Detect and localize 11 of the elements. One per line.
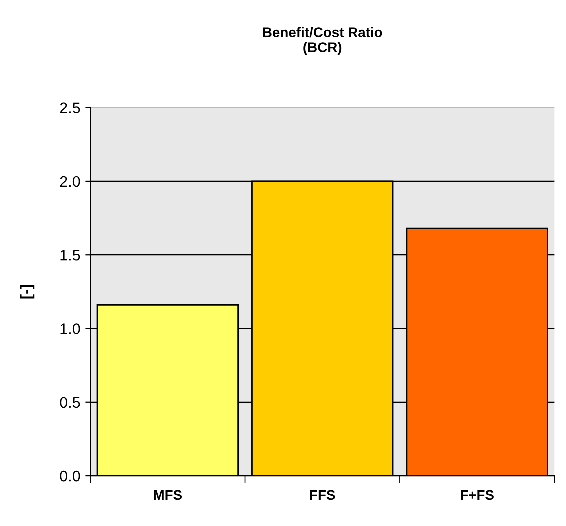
y-tick-label: 1.5 [60, 250, 80, 261]
x-tick-label: FFS [310, 490, 336, 500]
y-tick-label: 2.0 [60, 176, 80, 188]
x-tick-label: F+FS [461, 490, 494, 500]
x-tick-label: MFS [154, 490, 182, 500]
y-axis-title: [-] [20, 285, 35, 299]
y-tick-label: 1.0 [60, 324, 80, 334]
chart-title: Benefit/Cost Ratio (BCR) [263, 27, 382, 56]
y-tick-label: 0.5 [60, 397, 80, 408]
y-tick-label: 0.0 [60, 470, 80, 482]
y-tick-label: 2.5 [60, 102, 80, 114]
